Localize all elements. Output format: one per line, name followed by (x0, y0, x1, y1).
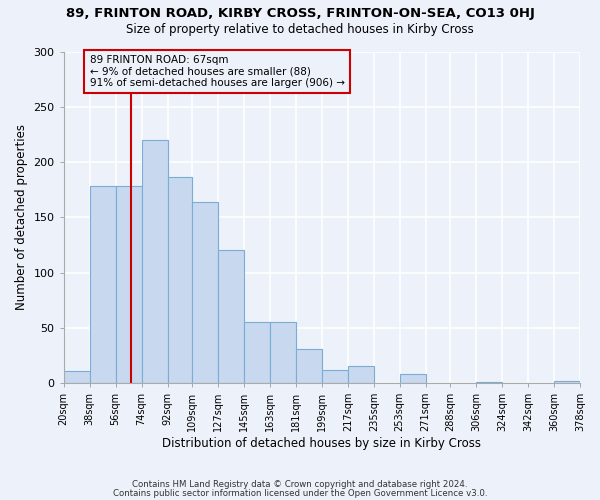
Bar (554, 381, 580, 383)
Bar (192, 202, 218, 383)
Bar (476, 382, 502, 383)
Bar (167, 178, 192, 383)
X-axis label: Distribution of detached houses by size in Kirby Cross: Distribution of detached houses by size … (163, 437, 481, 450)
Bar (296, 349, 322, 383)
Bar (142, 140, 167, 383)
Y-axis label: Number of detached properties: Number of detached properties (15, 124, 28, 310)
Bar (64, 371, 89, 383)
Text: Contains HM Land Registry data © Crown copyright and database right 2024.: Contains HM Land Registry data © Crown c… (132, 480, 468, 489)
Bar (244, 322, 270, 383)
Text: 89, FRINTON ROAD, KIRBY CROSS, FRINTON-ON-SEA, CO13 0HJ: 89, FRINTON ROAD, KIRBY CROSS, FRINTON-O… (65, 8, 535, 20)
Bar (116, 186, 142, 383)
Bar (89, 186, 116, 383)
Bar (348, 366, 374, 383)
Text: 89 FRINTON ROAD: 67sqm
← 9% of detached houses are smaller (88)
91% of semi-deta: 89 FRINTON ROAD: 67sqm ← 9% of detached … (89, 55, 344, 88)
Text: Size of property relative to detached houses in Kirby Cross: Size of property relative to detached ho… (126, 22, 474, 36)
Bar (270, 322, 296, 383)
Bar (322, 370, 348, 383)
Bar (400, 374, 425, 383)
Text: Contains public sector information licensed under the Open Government Licence v3: Contains public sector information licen… (113, 489, 487, 498)
Bar (218, 250, 244, 383)
